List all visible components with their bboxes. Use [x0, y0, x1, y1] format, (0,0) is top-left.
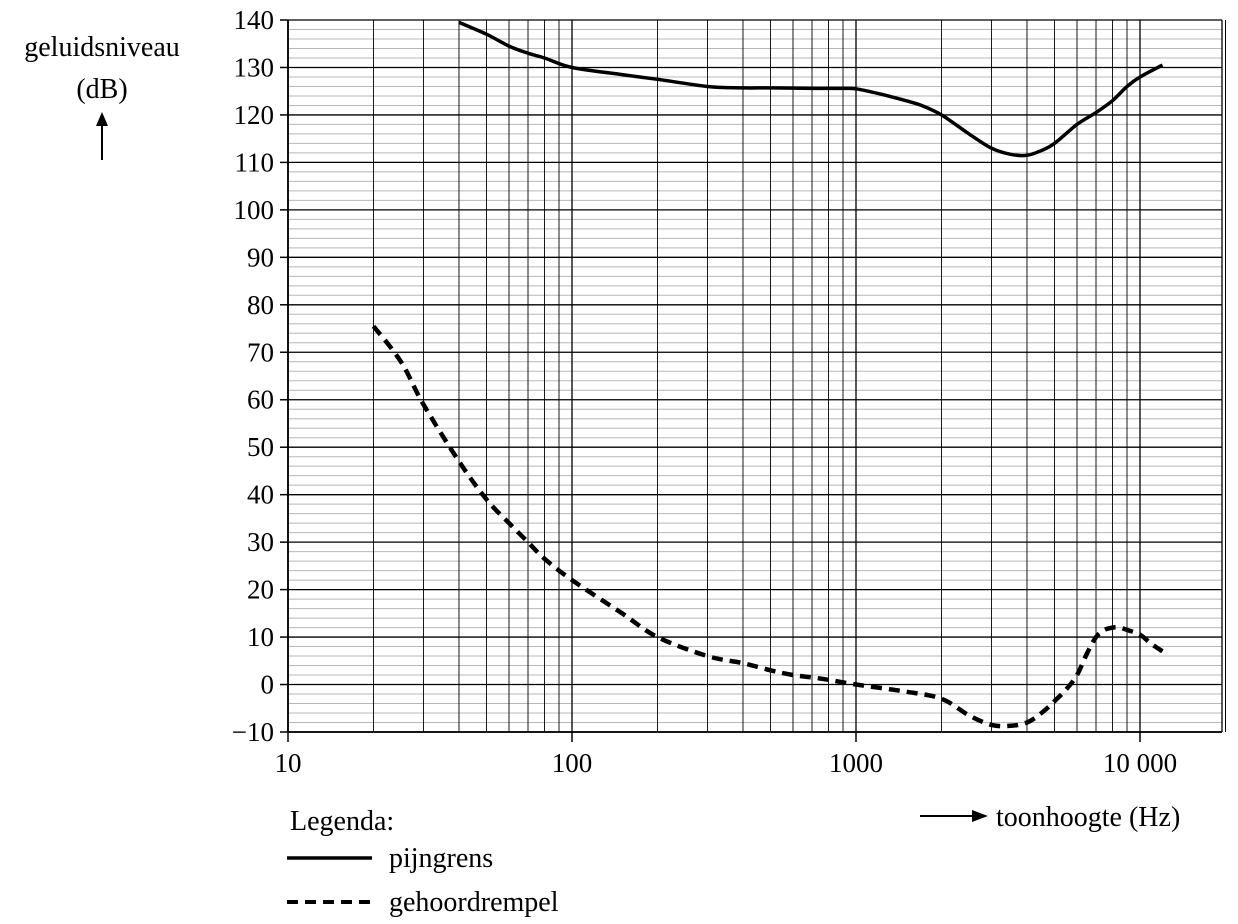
x-tick-labels: 10 100 1000 10 000	[275, 732, 1177, 778]
axes	[287, 20, 1223, 733]
y-tick-label: 30	[247, 527, 274, 557]
series-line-gehoordrempel	[371, 324, 1164, 729]
y-tick-label: 140	[234, 5, 275, 35]
up-arrow-icon	[96, 112, 108, 160]
y-tick-label: 100	[234, 195, 275, 225]
y-tick-label: 110	[235, 147, 275, 177]
y-tick-label: 50	[247, 432, 274, 462]
x-tick-label: 10 000	[1103, 748, 1177, 778]
series-lines	[371, 20, 1164, 729]
y-axis-label-line2: (dB)	[76, 74, 127, 105]
legend-entry-pijngrens: pijngrens	[389, 843, 493, 874]
y-tick-label: 90	[247, 242, 274, 272]
x-axis-label: toonhoogte (Hz)	[996, 802, 1180, 833]
x-tick-label: 100	[552, 748, 593, 778]
y-tick-label: −10	[232, 717, 274, 747]
series-line-pijngrens	[458, 20, 1164, 158]
y-tick-label: 120	[234, 100, 275, 130]
y-tick-label: 0	[261, 670, 275, 700]
right-arrow-icon	[920, 810, 988, 822]
legend: Legenda: pijngrens gehoordrempel	[287, 806, 559, 918]
y-tick-labels: −10 0 10 20 30 40 50 60 70 80 90 100 110 120 130 140	[232, 5, 288, 747]
legend-title: Legenda:	[290, 806, 394, 837]
y-tick-label: 130	[234, 52, 275, 82]
y-tick-label: 70	[247, 337, 274, 367]
legend-entry-gehoordrempel: gehoordrempel	[389, 887, 559, 918]
y-tick-label: 80	[247, 290, 274, 320]
y-tick-label: 20	[247, 575, 274, 605]
x-tick-label: 10	[275, 748, 302, 778]
y-tick-label: 10	[247, 622, 274, 652]
grid	[287, 19, 1226, 733]
x-tick-label: 1000	[829, 748, 883, 778]
y-tick-label: 60	[247, 385, 274, 415]
y-tick-label: 40	[247, 480, 274, 510]
y-axis-label-line1: geluidsniveau	[24, 32, 180, 63]
